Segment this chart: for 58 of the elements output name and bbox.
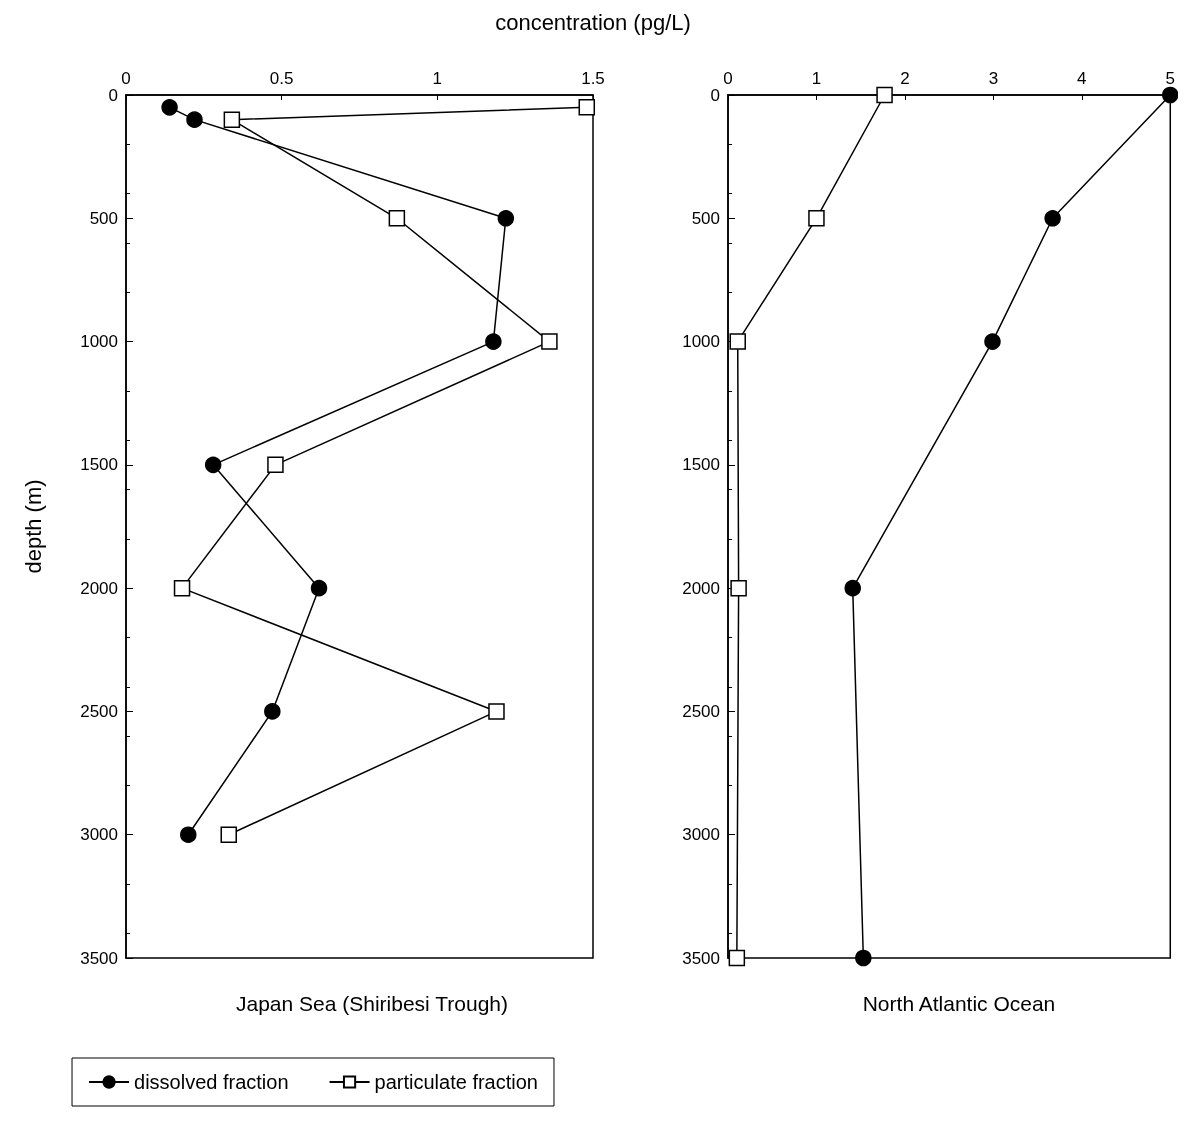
y-tick-label: 500 — [89, 208, 118, 228]
y-tick-label: 1500 — [80, 455, 118, 475]
y-tick-label: 3000 — [80, 825, 118, 845]
point — [730, 579, 747, 597]
x-tick-label: 5 — [1165, 69, 1176, 88]
x-tick-label: 0 — [723, 69, 733, 88]
x-axis-title: concentration (pg/L) — [494, 9, 692, 37]
x-tick-label: 4 — [1077, 69, 1087, 88]
point — [267, 456, 284, 474]
text: Japan Sea (Shiribesi Trough) — [236, 992, 508, 1015]
x-tick-label: 0 — [121, 69, 131, 88]
y-tick-label: 3500 — [80, 948, 118, 968]
y-tick-label: 0 — [108, 85, 118, 105]
point — [204, 456, 222, 474]
point — [1162, 86, 1178, 104]
point — [984, 333, 1001, 350]
y-tick-label: 2000 — [80, 578, 118, 598]
y-tick-label: 0 — [710, 85, 720, 105]
point — [729, 333, 746, 350]
point — [1044, 210, 1061, 227]
point — [180, 826, 197, 843]
y-tick-label: 500 — [691, 208, 720, 228]
point — [497, 210, 515, 227]
point — [186, 111, 203, 128]
x-tick-label: 1.5 — [581, 69, 605, 88]
y-tick-label: 2500 — [80, 701, 118, 721]
y-tick-label: 3000 — [682, 825, 720, 845]
y-tick-label: 1500 — [682, 455, 720, 475]
point — [488, 703, 505, 720]
point — [223, 111, 241, 128]
point — [161, 99, 178, 116]
x-tick-label: 2 — [900, 69, 910, 88]
x-tick-label: 0.5 — [269, 69, 294, 88]
point — [173, 579, 191, 597]
y-tick-label: 3500 — [682, 948, 720, 968]
point — [388, 210, 406, 227]
x-tick-label: 3 — [988, 69, 999, 88]
x-tick-label: 1 — [811, 69, 822, 88]
point — [578, 99, 596, 116]
point — [220, 826, 237, 843]
text: North Atlantic Ocean — [862, 992, 1056, 1015]
y-axis-title: depth (m) — [20, 479, 46, 574]
legend-label: particulate fraction — [374, 1071, 538, 1093]
point — [876, 86, 893, 104]
y-tick-label: 2000 — [682, 578, 720, 598]
legend-label: dissolved fraction — [134, 1071, 289, 1093]
point — [808, 210, 825, 227]
point — [855, 949, 872, 967]
point — [844, 579, 861, 597]
point — [485, 333, 502, 350]
point — [264, 703, 281, 720]
point — [310, 579, 328, 597]
point — [728, 949, 746, 967]
x-tick-label: 1 — [432, 69, 443, 88]
y-tick-label: 1000 — [80, 332, 118, 352]
y-tick-label: 1000 — [682, 332, 720, 352]
y-tick-label: 2500 — [682, 701, 720, 721]
point — [541, 333, 558, 350]
